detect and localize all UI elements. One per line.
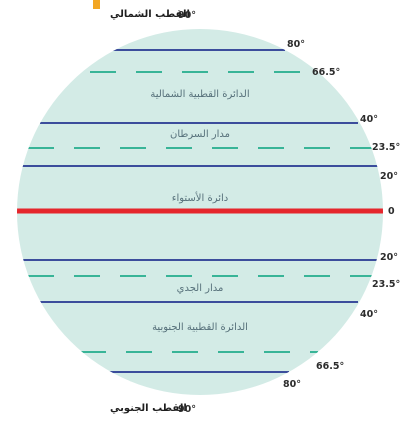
south-polar-circle-label: الدائرة القطبية الجنوبية [152,322,248,333]
degree-label-north-23-5: 23.5° [372,142,401,153]
north-pole-degree: 90° [178,10,196,21]
equator-label: دائرة الأستواء [171,193,229,204]
north-pole-label: القطب الشمالي [110,9,190,20]
accent-tick [93,0,100,9]
degree-label-south-20: 20° [380,252,398,263]
degree-label-north-40: 40° [360,114,378,125]
degree-label-north-66-5: 66.5° [312,67,341,78]
degree-label-south-23-5: 23.5° [372,279,401,290]
south-pole-degree: 90° [178,404,196,415]
degree-label-north-20: 20° [380,171,398,182]
south-pole-label: القطب الجنوبي [110,403,187,414]
degree-label-north-80: 80° [287,39,305,50]
degree-label-south-80: 80° [283,379,301,390]
tropic-of-capricorn-label: مدار الجدي [176,283,224,294]
degree-label-south-66-5: 66.5° [316,361,345,372]
north-polar-circle-label: الدائرة القطبية الشمالية [150,89,250,100]
degree-label-south-40: 40° [360,309,378,320]
degree-label-equator-0: 0 [388,206,395,217]
tropic-of-cancer-label: مدار السرطان [169,129,231,140]
